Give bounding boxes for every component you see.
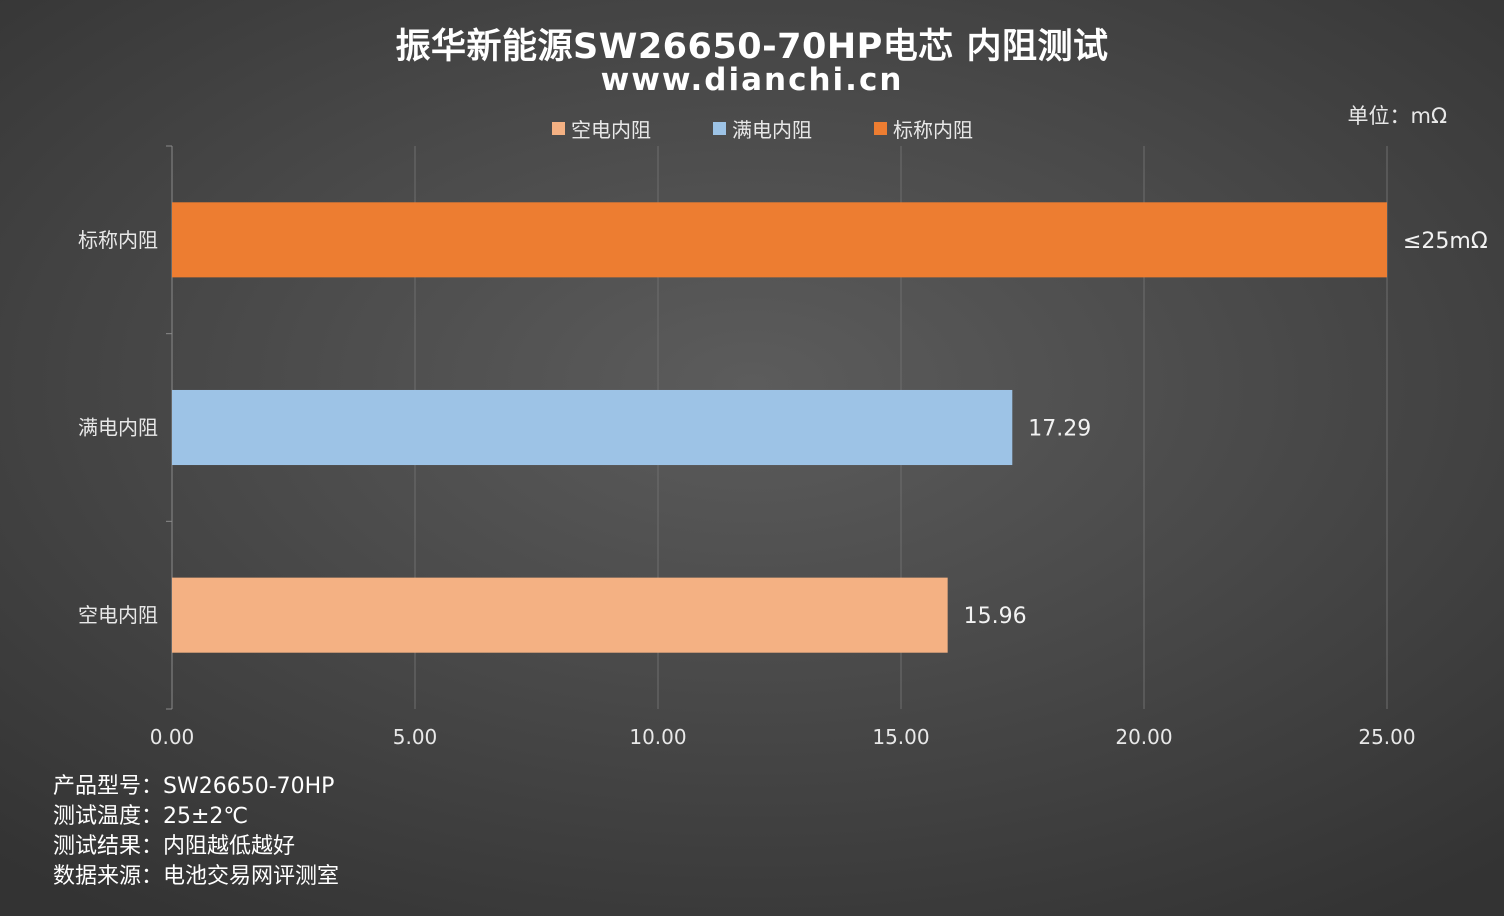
legend-label: 标称内阻 <box>893 118 973 142</box>
x-tick-label: 0.00 <box>150 725 195 749</box>
x-tick-label: 10.00 <box>629 725 686 749</box>
note-source: 数据来源：电池交易网评测室 <box>53 864 340 889</box>
unit-label: 单位：mΩ <box>1347 104 1447 128</box>
legend-item: 标称内阻 <box>874 114 973 143</box>
note-result: 测试结果：内阻越低越好 <box>53 834 296 859</box>
note-temperature: 测试温度：25±2℃ <box>53 804 249 829</box>
x-tick-label: 15.00 <box>872 725 929 749</box>
data-label: 15.96 <box>964 604 1027 629</box>
data-label: ≤25mΩ <box>1403 229 1488 254</box>
bar <box>172 202 1387 278</box>
x-tick-label: 25.00 <box>1358 725 1415 749</box>
note-model: 产品型号：SW26650-70HP <box>53 774 335 799</box>
x-tick-label: 5.00 <box>393 725 438 749</box>
category-label: 空电内阻 <box>78 603 158 627</box>
legend-item: 空电内阻 <box>552 114 651 143</box>
category-label: 标称内阻 <box>78 228 158 252</box>
bar <box>172 389 1013 466</box>
chart-title: 振华新能源SW26650-70HP电芯 内阻测试 <box>395 27 1109 67</box>
legend-label: 满电内阻 <box>732 118 812 142</box>
data-label: 17.29 <box>1028 417 1091 442</box>
legend-label: 空电内阻 <box>571 118 651 142</box>
x-tick-label: 20.00 <box>1115 725 1172 749</box>
legend-swatch <box>874 122 887 135</box>
legend-item: 满电内阻 <box>713 114 812 143</box>
chart-subtitle: www.dianchi.cn <box>600 62 904 98</box>
legend: 空电内阻 满电内阻 标称内阻 <box>552 114 1035 143</box>
bar <box>172 577 948 653</box>
category-label: 满电内阻 <box>78 416 158 440</box>
legend-swatch <box>713 122 726 135</box>
legend-swatch <box>552 122 565 135</box>
notes: 产品型号：SW26650-70HP 测试温度：25±2℃ 测试结果：内阻越低越好… <box>53 772 339 892</box>
